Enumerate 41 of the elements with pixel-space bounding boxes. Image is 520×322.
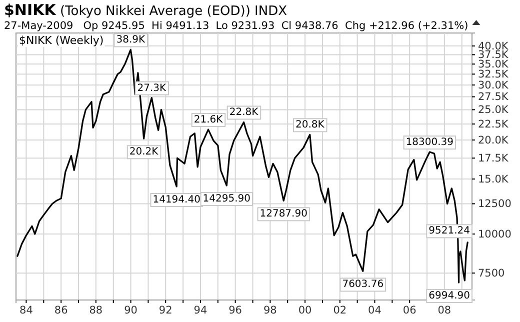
x-tick-label: 96 [228,304,242,316]
y-tick-label: 35.0K [478,58,510,70]
annotation: 27.3K [137,82,167,94]
y-tick-label: 7500 [478,267,505,280]
x-tick-label: 90 [124,304,138,316]
y-tick-label: 22.5K [478,118,510,130]
annotation: 6994.90 [428,290,470,302]
x-tick-label: 88 [89,304,103,316]
x-tick-label: 94 [194,304,208,316]
x-tick-label: 86 [54,304,68,316]
y-tick-label: 30.0K [478,79,510,92]
y-tick-label: 20.0K [478,134,510,146]
y-tick-label: 27.5K [478,91,510,104]
annotation: 38.9K [116,34,146,46]
x-tick-label: 08 [438,304,452,316]
annotation: 21.6K [194,114,224,126]
annotation: 9521.24 [428,226,470,237]
chart-title: $NIKK (Tokyo Nikkei Average (EOD)) INDX [4,1,288,19]
y-tick-label: 32.5K [478,68,510,80]
annotation: 18300.39 [406,137,454,148]
y-tick-label: 10000 [478,228,512,240]
x-tick-label: 06 [402,304,417,316]
x-tick-label: 02 [333,304,347,316]
annotation: 14295.90 [202,194,250,205]
y-tick-label: 17.5K [478,152,510,164]
x-tick-label: 92 [158,304,172,316]
x-tick-label: 98 [264,304,277,316]
annotation: 14194.40 [152,194,200,206]
annotation: 22.8K [229,107,259,118]
annotation: 20.2K [129,146,159,158]
x-tick-label: 00 [298,304,312,316]
y-tick-label: 25.0K [478,104,510,116]
annotation: 20.8K [295,120,325,131]
annotation: 7603.76 [342,279,384,290]
annotation: 12787.90 [260,208,308,220]
y-tick-label: 12500 [478,198,512,210]
chart-subtitle: 27-May-2009 Op 9245.95 Hi 9491.13 Lo 9231.93 Cl 9438.76 Chg +212.96 (+2.31%) [4,20,468,32]
x-tick-label: 84 [20,304,34,316]
annotation: $NIKK (Weekly) [19,34,104,47]
y-tick-label: 15.0K [478,173,510,186]
x-tick-label: 04 [368,304,382,316]
